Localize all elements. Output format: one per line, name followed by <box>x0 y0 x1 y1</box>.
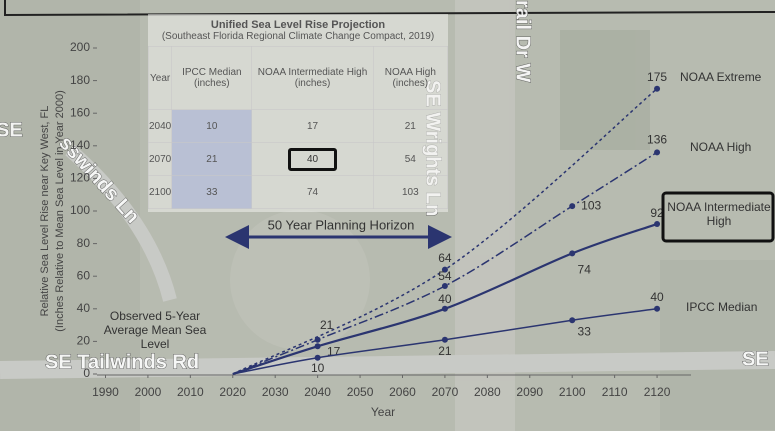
point <box>569 203 576 210</box>
data-label: 40 <box>650 290 664 304</box>
table-cell-highlight: 40 <box>287 147 338 171</box>
table-cell: 21 <box>171 142 253 176</box>
x-tick-label: 2100 <box>559 385 586 399</box>
data-label: 74 <box>578 263 592 277</box>
series-label: IPCC Median <box>686 300 757 314</box>
point <box>569 250 576 257</box>
data-label: 136 <box>647 132 667 146</box>
x-tick-label: 2020 <box>219 385 246 399</box>
x-tick-label: 2040 <box>304 385 331 399</box>
data-label: 10 <box>311 361 325 375</box>
table-header-row: Year IPCC Median (inches) NOAA Intermediat… <box>147 46 449 110</box>
x-tick-label: 2000 <box>135 385 162 399</box>
x-tick-label: 2060 <box>389 385 416 399</box>
x-tick-label: 2080 <box>474 385 501 399</box>
point <box>314 336 321 343</box>
x-axis-label: Year <box>371 405 395 419</box>
table: Year IPCC Median (inches) NOAA Intermediat… <box>147 46 449 209</box>
y-tick-label: 120 <box>70 171 90 185</box>
table-header-cell: NOAA Intermediate High (inches) <box>251 46 374 110</box>
x-tick-label: 2090 <box>516 385 543 399</box>
point <box>569 317 576 324</box>
observed-label: Observed 5-Year Average Mean Sea Level <box>103 309 207 351</box>
street-label: SE <box>0 119 23 141</box>
point <box>441 336 448 343</box>
y-axis-label: Relative Sea Level Rise near Key West, F… <box>39 106 51 317</box>
y-tick-label: 160 <box>70 105 90 119</box>
y-tick-label: 20 <box>77 334 91 348</box>
x-tick-label: 2030 <box>262 385 289 399</box>
frame <box>4 0 775 17</box>
table-cell: 33 <box>171 175 253 209</box>
x-tick-label: 2110 <box>602 385 628 399</box>
table-cell: 54 <box>372 142 449 176</box>
x-tick-label: 1990 <box>92 385 119 399</box>
projection-table: Unified Sea Level Rise Projection (South… <box>147 14 449 212</box>
series-label: NOAA Extreme <box>680 70 762 84</box>
data-label: 92 <box>650 206 664 220</box>
y-tick-label: 180 <box>70 73 90 87</box>
series-label: NOAA Intermediate High <box>667 200 771 228</box>
table-cell: 21 <box>372 109 449 143</box>
point <box>654 85 661 92</box>
y-tick-label: 140 <box>70 138 90 152</box>
point <box>314 343 321 350</box>
table-cell: 10 <box>171 109 253 143</box>
point <box>314 354 321 361</box>
table-row: 2040 10 17 21 <box>147 109 449 143</box>
data-label: 40 <box>438 292 452 306</box>
point <box>441 305 448 312</box>
x-tick-label: 2120 <box>644 385 671 399</box>
table-cell: 2070 <box>147 142 173 176</box>
y-tick-label: 0 <box>83 366 90 380</box>
table-title: Unified Sea Level Rise Projection <box>210 19 386 31</box>
table-row: 2070 21 40 54 <box>147 142 449 176</box>
y-tick-label: 40 <box>77 301 91 315</box>
data-label: 64 <box>438 251 452 265</box>
table-cell: 17 <box>251 109 374 143</box>
y-axis-label: (Inches Relative to Mean Sea Level in Ye… <box>54 90 66 332</box>
y-tick-label: 60 <box>77 268 91 282</box>
x-tick-label: 2070 <box>432 385 459 399</box>
table-cell: 40 <box>251 142 374 176</box>
highlight-box <box>661 191 775 243</box>
data-label: 33 <box>578 324 592 338</box>
point <box>654 305 661 312</box>
point <box>654 221 661 228</box>
table-header-cell: NOAA High (inches) <box>372 46 449 110</box>
data-label: 21 <box>438 344 452 358</box>
data-label: 175 <box>647 70 667 84</box>
table-cell: 74 <box>251 175 374 209</box>
x-tick-label: 2010 <box>177 385 204 399</box>
table-header-cell: Year <box>147 46 173 110</box>
data-label: 103 <box>581 198 601 212</box>
data-label: 21 <box>320 318 334 332</box>
table-row: 2100 33 74 103 <box>147 175 449 209</box>
point <box>654 149 661 156</box>
point <box>441 282 448 289</box>
street-label: SE Tailwinds Rd <box>45 351 199 373</box>
table-header-cell: IPCC Median (inches) <box>171 46 253 110</box>
street-label: rail Dr W <box>512 0 534 82</box>
y-tick-label: 100 <box>70 203 90 217</box>
table-subtitle: (Southeast Florida Regional Climate Chan… <box>161 31 435 42</box>
x-tick-label: 2050 <box>347 385 374 399</box>
table-cell: 2100 <box>147 175 173 209</box>
planning-label: 50 Year Planning Horizon <box>268 217 415 232</box>
table-cell: 2040 <box>147 109 173 143</box>
table-cell: 103 <box>372 175 449 209</box>
y-tick-label: 200 <box>70 40 90 54</box>
series-label: NOAA High <box>690 140 751 154</box>
street-label: SE <box>742 348 769 370</box>
data-label: 54 <box>438 269 452 283</box>
y-tick-label: 80 <box>77 236 91 250</box>
point <box>441 266 448 273</box>
